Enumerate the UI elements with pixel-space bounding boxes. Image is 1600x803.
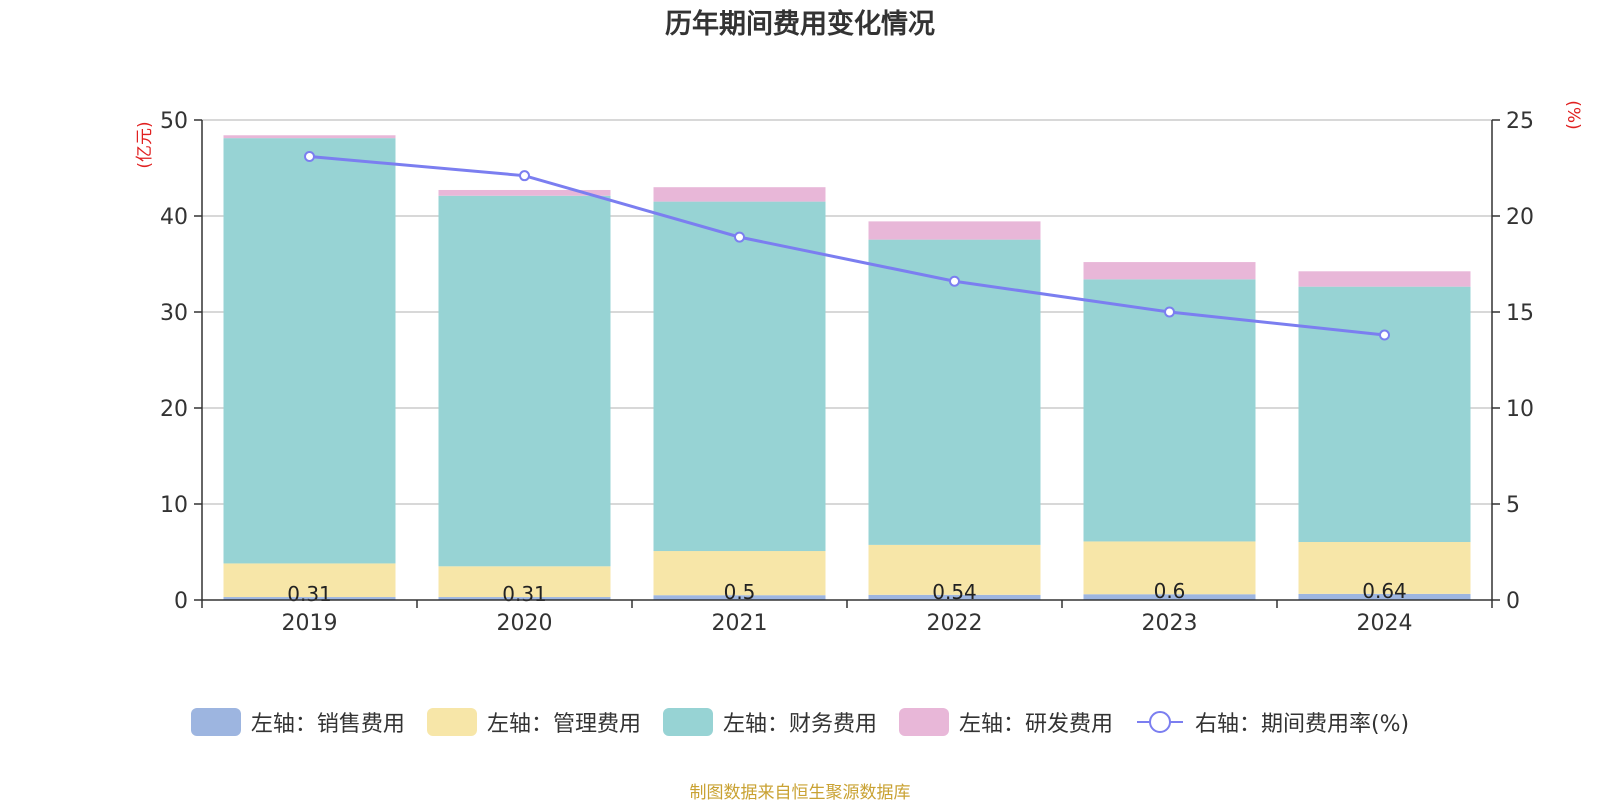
legend-label: 左轴：管理费用	[486, 712, 641, 737]
bar-segment	[653, 595, 826, 600]
legend-item[interactable]: 左轴：研发费用	[898, 706, 1113, 738]
bar-segment	[653, 551, 826, 596]
legend-swatch	[426, 708, 477, 736]
bar-segment	[1298, 542, 1471, 594]
bar-segment	[653, 201, 826, 552]
x-tick-label: 2024	[1357, 611, 1413, 636]
bar-segment	[1298, 286, 1471, 543]
bar-data-label: 0.31	[502, 582, 547, 606]
legend-item[interactable]: 左轴：管理费用	[426, 706, 641, 738]
expense-ratio-point	[519, 170, 530, 182]
legend-item[interactable]: 左轴：财务费用	[662, 706, 877, 738]
bar-segment	[653, 187, 826, 202]
right-tick-label: 15	[1506, 301, 1534, 326]
bar-segment	[223, 135, 396, 139]
expense-ratio-point	[734, 231, 745, 243]
x-tick-label: 2021	[712, 611, 768, 636]
bar-segment	[1298, 271, 1471, 287]
bar-segment	[868, 594, 1041, 600]
x-tick-label: 2020	[497, 611, 553, 636]
chart-title: 历年期间费用变化情况	[665, 9, 935, 40]
bar-segment	[1083, 594, 1256, 600]
bar-segment	[438, 566, 611, 598]
expense-ratio-point	[1164, 306, 1175, 318]
bar-data-label: 0.6	[1154, 579, 1186, 603]
bar-segment	[1083, 279, 1256, 542]
bar-segment	[868, 544, 1041, 595]
bar-segment	[223, 138, 396, 564]
expense-ratio-point	[949, 275, 960, 287]
legend-swatch	[190, 708, 241, 736]
expense-ratio-point	[304, 150, 315, 162]
legend-line-icon	[1136, 711, 1183, 733]
legend-label: 右轴：期间费用率(%)	[1194, 712, 1410, 737]
left-tick-label: 0	[174, 589, 188, 614]
bar-segment	[223, 597, 396, 600]
bar-segment	[868, 221, 1041, 240]
bar-segment	[438, 195, 611, 567]
right-tick-label: 25	[1506, 109, 1534, 134]
right-tick-label: 10	[1506, 397, 1534, 422]
legend-item[interactable]: 右轴：期间费用率(%)	[1135, 706, 1409, 738]
bar-segment	[438, 597, 611, 600]
bar-segment	[438, 189, 611, 196]
x-tick-label: 2019	[282, 611, 338, 636]
left-tick-label: 50	[160, 109, 188, 134]
source-note: 制图数据来自恒生聚源数据库	[689, 783, 911, 803]
bar-data-label: 0.31	[287, 582, 332, 606]
expense-ratio-line	[309, 154, 1385, 337]
bar-segment	[1083, 541, 1256, 595]
left-tick-label: 30	[160, 301, 188, 326]
bar-segment	[1083, 262, 1256, 280]
legend-label: 左轴：销售费用	[250, 712, 405, 737]
right-tick-label: 20	[1506, 205, 1534, 230]
bar-segment	[223, 563, 396, 598]
legend-item[interactable]: 左轴：销售费用	[190, 706, 405, 738]
right-tick-label: 0	[1506, 589, 1520, 614]
legend-swatch	[662, 708, 713, 736]
legend-label: 左轴：研发费用	[958, 712, 1113, 737]
expense-ratio-point	[1379, 329, 1390, 341]
legend-swatch	[898, 708, 949, 736]
legend-label: 左轴：财务费用	[722, 712, 877, 737]
x-tick-label: 2023	[1142, 611, 1198, 636]
right-tick-label: 5	[1506, 493, 1520, 518]
legend: 左轴：销售费用 左轴：管理费用 左轴：财务费用 左轴：研发费用 右轴：期间费用率(%)	[0, 706, 1600, 738]
left-axis-label: (亿元)	[135, 121, 155, 168]
left-tick-label: 10	[160, 493, 188, 518]
left-tick-label: 40	[160, 205, 188, 230]
bar-segment	[1298, 593, 1471, 600]
x-tick-label: 2022	[927, 611, 983, 636]
left-tick-label: 20	[160, 397, 188, 422]
bar-data-label: 0.64	[1362, 579, 1407, 603]
right-axis-label: (%)	[1563, 100, 1583, 129]
